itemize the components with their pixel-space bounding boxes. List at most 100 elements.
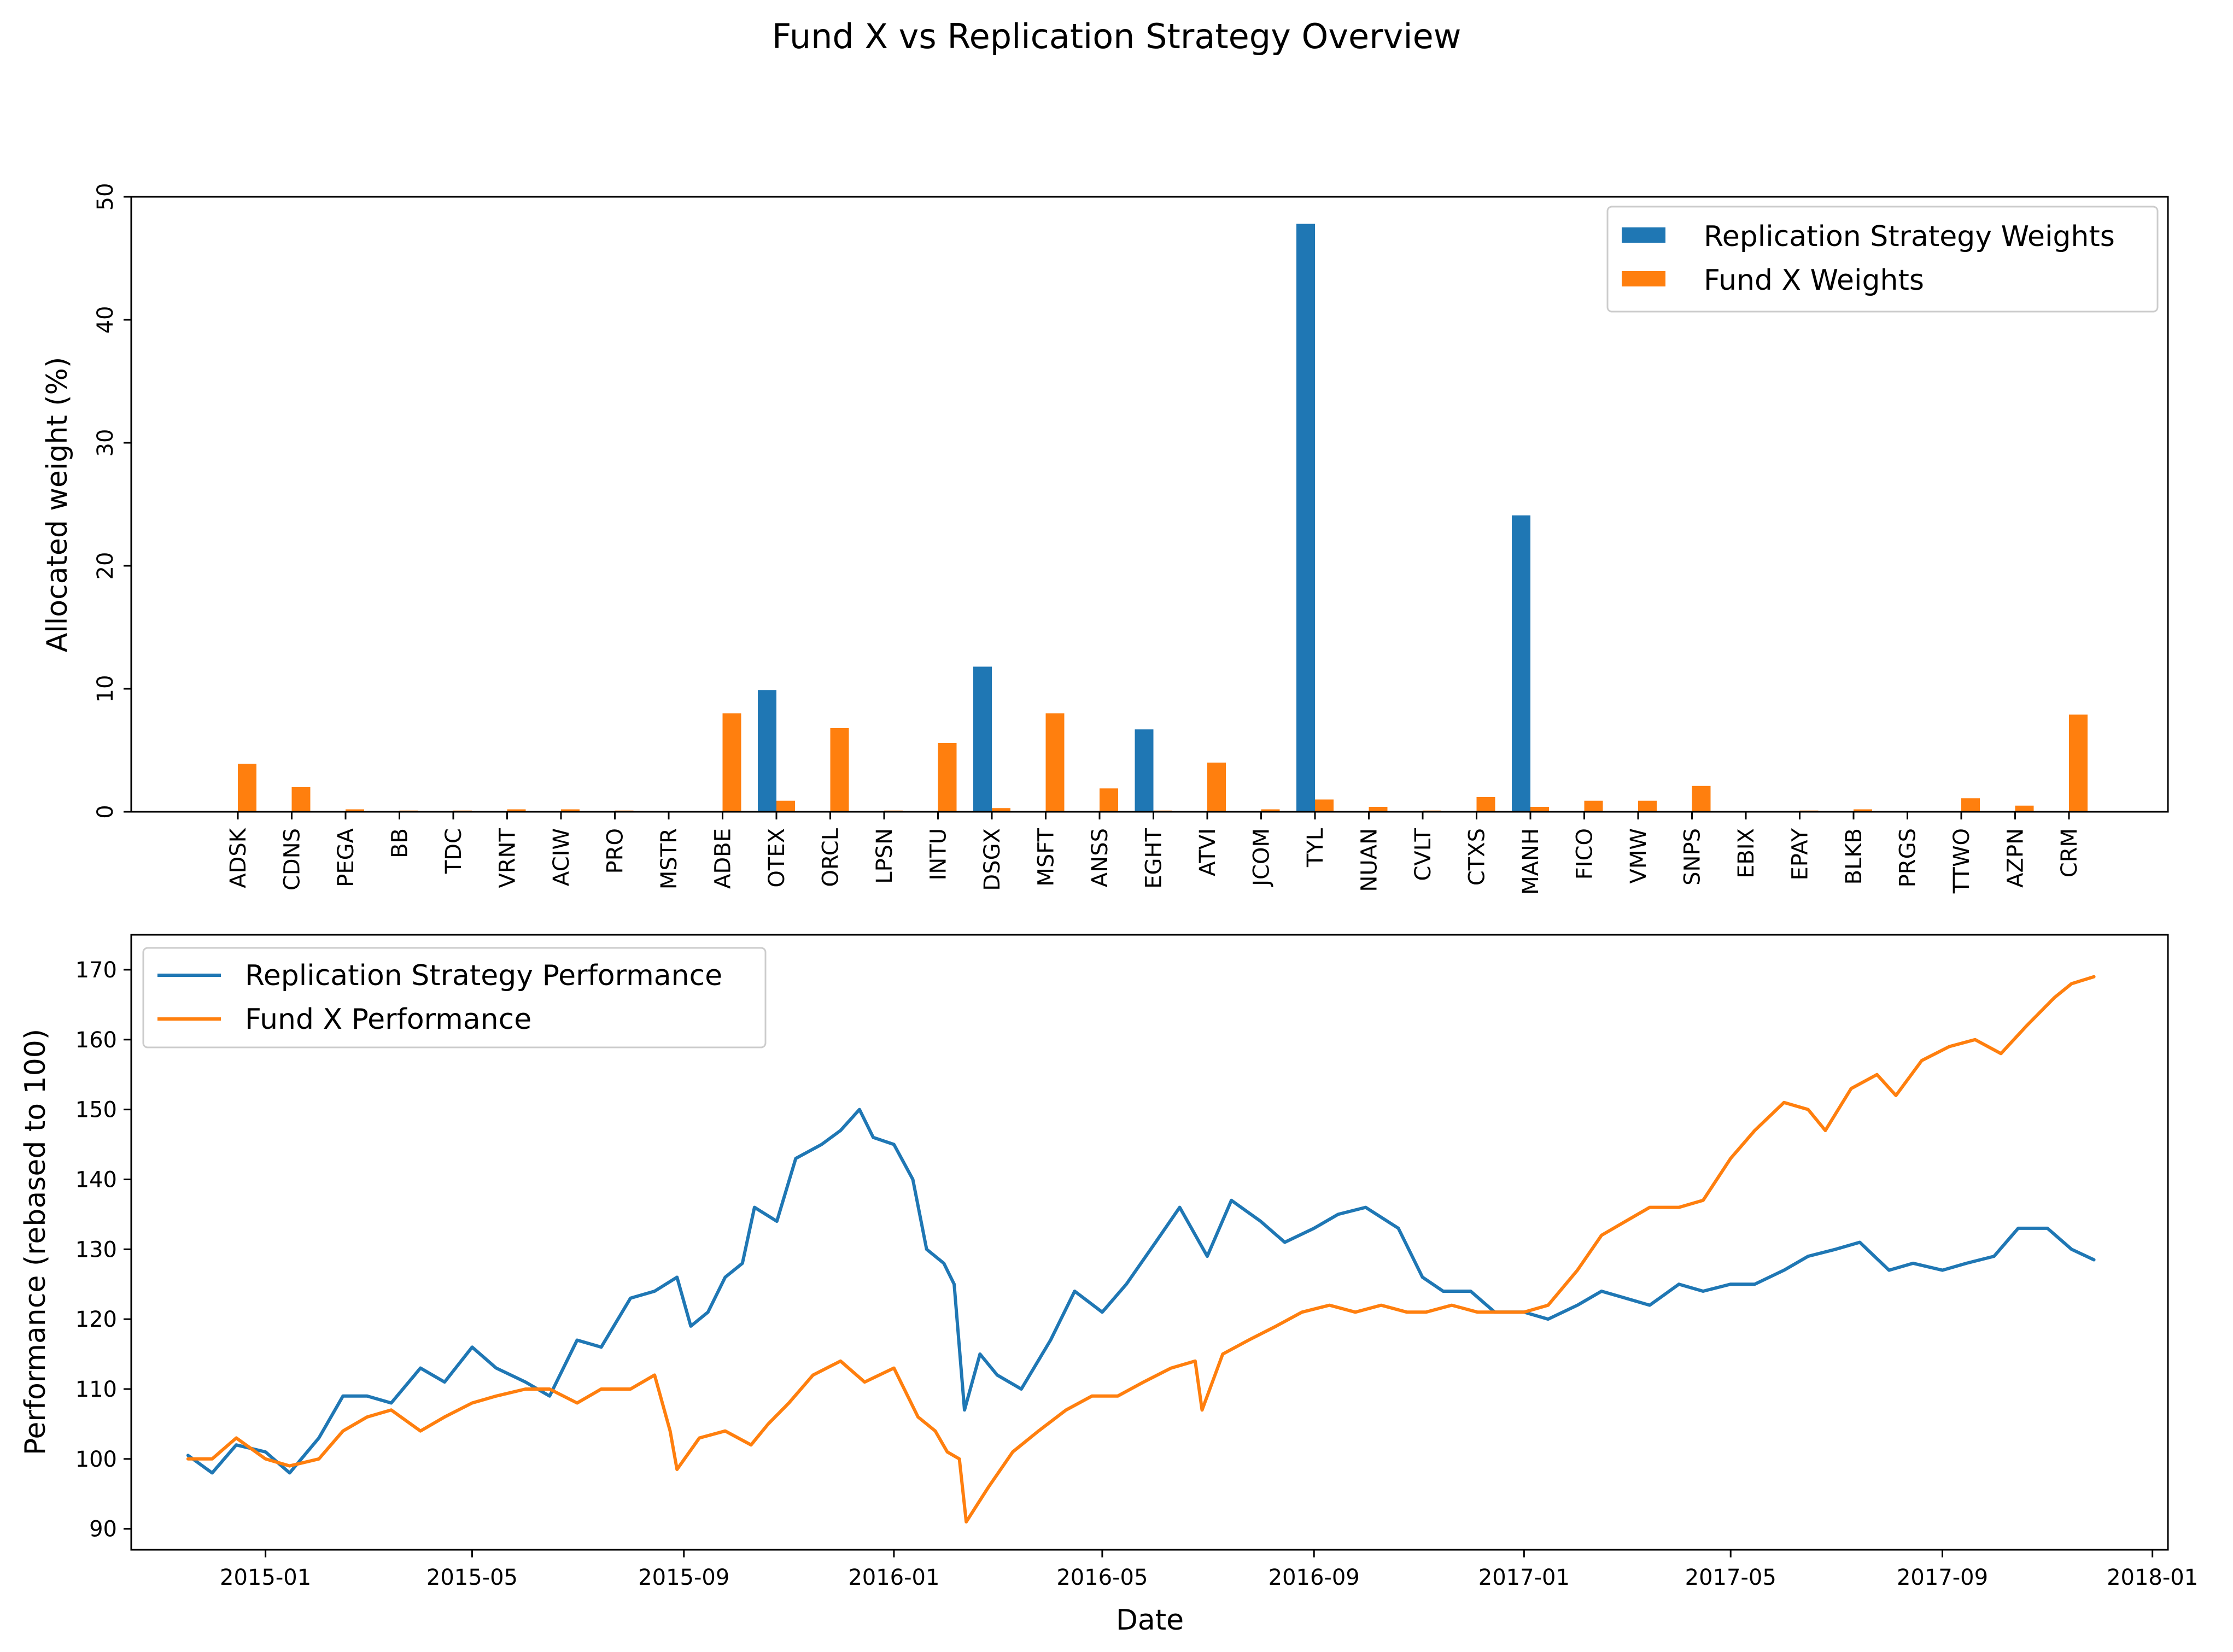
bar-x-tick-label: BB xyxy=(388,828,413,858)
bar-chart-frame xyxy=(130,196,2169,813)
bar-x-tick-label: VRNT xyxy=(495,828,521,888)
bar-y-ticks: 0 10 20 30 40 50 xyxy=(93,183,131,819)
bar-x-tick-label: TTWO xyxy=(1949,828,1974,894)
line-legend-box xyxy=(142,947,767,1048)
bar-x-tick-label: ACIW xyxy=(549,828,574,886)
bar-y-tick-label: 40 xyxy=(93,306,118,334)
bar-fundx-atvi xyxy=(1207,763,1226,812)
bar-x-tick-label: PEGA xyxy=(334,828,359,887)
bar-x-tick-label: MSTR xyxy=(657,828,682,889)
bar-x-tick-label: CVLT xyxy=(1411,828,1436,881)
line-y-tick-label: 100 xyxy=(75,1447,117,1472)
line-y-tick-label: 150 xyxy=(75,1098,117,1123)
line-x-tick-label: 2016-09 xyxy=(1269,1565,1360,1590)
bar-x-tick-label: MSFT xyxy=(1034,828,1059,886)
bar-legend-box xyxy=(1606,206,2159,313)
bar-y-tick-label: 0 xyxy=(93,805,118,818)
line-legend: Replication Strategy Performance Fund X … xyxy=(142,947,767,1048)
bar-x-tick-label: VMW xyxy=(1626,828,1651,883)
bar-fundx-crm xyxy=(2069,714,2088,812)
bar-fundx-azpn xyxy=(2015,805,2034,812)
line-y-tick-label: 110 xyxy=(75,1377,117,1402)
line-y-ticks: 90 100 110 120 130 140 150 160 170 xyxy=(75,958,131,1542)
bar-legend-label-replication: Replication Strategy Weights xyxy=(1704,220,2115,253)
bar-x-tick-label: JCOM xyxy=(1249,828,1275,888)
bar-replication-otex xyxy=(758,690,776,812)
line-legend-label-replication: Replication Strategy Performance xyxy=(245,959,722,992)
line-x-tick-label: 2015-05 xyxy=(426,1565,518,1590)
bar-x-tick-label: LPSN xyxy=(872,828,897,884)
bar-x-tick-label: DSGX xyxy=(980,828,1005,891)
bar-x-tick-label: BLKB xyxy=(1842,828,1867,884)
line-marks xyxy=(186,975,2096,1524)
line-x-tick-label: 2018-01 xyxy=(2107,1565,2198,1590)
figure-title: Fund X vs Replication Strategy Overview xyxy=(772,16,1462,56)
bar-y-tick-label: 20 xyxy=(93,552,118,580)
bar-x-tick-label: TYL xyxy=(1303,828,1328,868)
bar-y-axis-label: Allocated weight (%) xyxy=(41,357,74,653)
bar-x-tick-label: EPAY xyxy=(1788,828,1813,880)
bar-x-tick-label: PRGS xyxy=(1896,828,1921,887)
bar-fundx-aciw xyxy=(561,809,580,812)
bar-fundx-snps xyxy=(1692,786,1711,812)
bar-fundx-vmw xyxy=(1638,800,1657,812)
line-x-tick-label: 2017-09 xyxy=(1897,1565,1988,1590)
line-series-replication xyxy=(186,1108,2096,1475)
line-series-fundx xyxy=(186,975,2096,1524)
bar-x-tick-label: OTEX xyxy=(764,828,790,888)
line-x-tick-label: 2015-09 xyxy=(638,1565,729,1590)
bar-fundx-adsk xyxy=(238,764,256,812)
bar-x-tick-label: ATVI xyxy=(1195,828,1220,876)
bar-x-tick-label: PRO xyxy=(603,828,628,874)
line-x-tick-label: 2017-01 xyxy=(1478,1565,1570,1590)
bar-fundx-blkb xyxy=(1854,809,1872,812)
bar-x-tick-label: AZPN xyxy=(2003,828,2029,888)
bar-fundx-otex xyxy=(776,800,795,812)
line-y-tick-label: 130 xyxy=(75,1237,117,1262)
line-x-ticks: 2015-01 2015-05 2015-09 2016-01 2016-05 2016-… xyxy=(220,1550,2198,1590)
bar-fundx-adbe xyxy=(722,713,741,812)
bar-replication-eght xyxy=(1135,729,1154,812)
bar-fundx-jcom xyxy=(1261,809,1280,812)
bar-legend-swatch-replication xyxy=(1622,227,1665,243)
bar-x-tick-label: CDNS xyxy=(280,828,305,891)
bar-y-tick-label: 50 xyxy=(93,183,118,211)
bar-fundx-ttwo xyxy=(1961,798,1980,812)
bar-marks xyxy=(238,224,2088,812)
bar-legend-swatch-fundx xyxy=(1622,271,1665,286)
bar-y-tick-label: 30 xyxy=(93,429,118,457)
bar-fundx-nuan xyxy=(1369,807,1388,812)
bar-x-tick-label: ADSK xyxy=(226,827,251,888)
bar-fundx-manh xyxy=(1530,807,1549,812)
bar-x-tick-label: ANSS xyxy=(1088,828,1113,887)
bar-x-tick-label: CTXS xyxy=(1465,828,1490,886)
bar-x-tick-label: ADBE xyxy=(711,828,736,889)
bar-legend-label-fundx: Fund X Weights xyxy=(1704,264,1924,297)
bar-fundx-orcl xyxy=(830,728,849,812)
line-y-tick-label: 90 xyxy=(89,1517,117,1542)
line-y-tick-label: 170 xyxy=(75,958,117,983)
bar-x-tick-label: FICO xyxy=(1573,828,1598,880)
bar-x-tick-label: EBIX xyxy=(1734,828,1759,878)
bar-fundx-ctxs xyxy=(1476,797,1495,812)
line-y-tick-label: 120 xyxy=(75,1307,117,1332)
bar-x-tick-label: EGHT xyxy=(1142,828,1167,888)
bar-y-tick-label: 10 xyxy=(93,675,118,703)
bar-x-tick-label: NUAN xyxy=(1357,828,1382,892)
bar-fundx-vrnt xyxy=(507,809,526,812)
bar-fundx-intu xyxy=(938,743,957,812)
bar-x-tick-label: INTU xyxy=(926,828,951,880)
bar-fundx-dsgx xyxy=(992,808,1010,812)
line-chart-frame xyxy=(130,934,2169,1551)
line-x-tick-label: 2016-05 xyxy=(1056,1565,1148,1590)
line-x-tick-label: 2015-01 xyxy=(220,1565,311,1590)
line-x-tick-label: 2017-05 xyxy=(1685,1565,1776,1590)
bar-fundx-pega xyxy=(346,809,364,812)
line-y-tick-label: 140 xyxy=(75,1167,117,1192)
bar-fundx-anss xyxy=(1100,788,1118,812)
bar-fundx-tyl xyxy=(1315,799,1334,812)
line-x-axis-label: Date xyxy=(1116,1604,1184,1637)
line-legend-label-fundx: Fund X Performance xyxy=(245,1003,531,1036)
